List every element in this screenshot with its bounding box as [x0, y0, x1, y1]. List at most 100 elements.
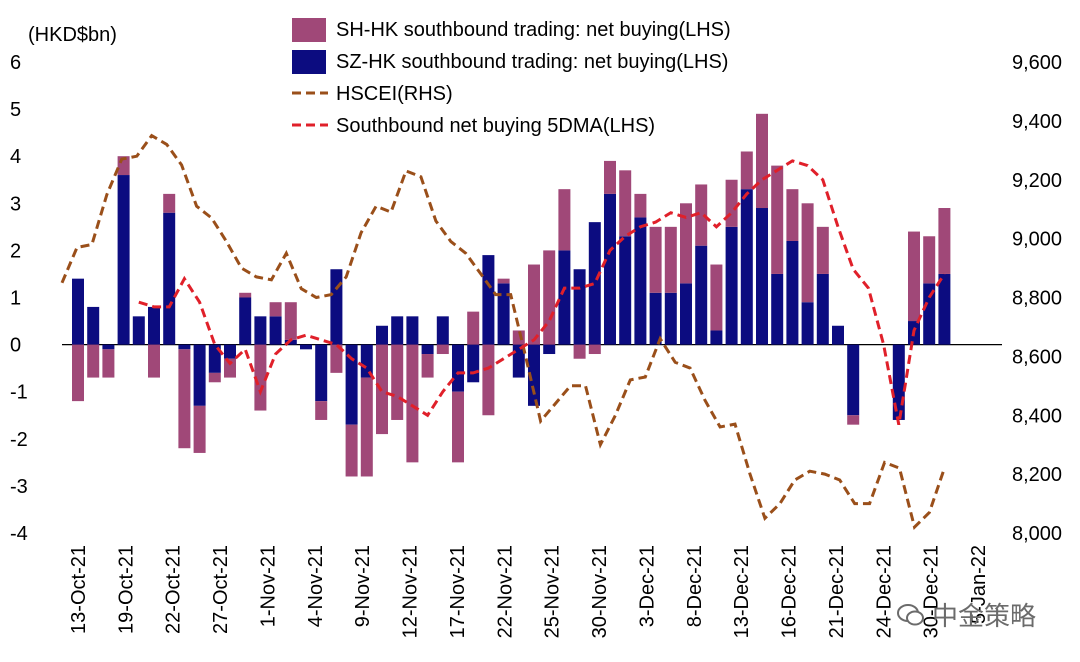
sh-bar [786, 189, 799, 241]
sh-bar [695, 184, 708, 246]
sz-bar [239, 297, 252, 345]
left-tick-label: 6 [10, 52, 21, 74]
sh-bar [710, 264, 723, 331]
sh-bar [345, 424, 358, 477]
sz-bar [178, 344, 191, 350]
left-tick-label: 5 [10, 99, 21, 121]
x-axis: 13-Oct-21 19-Oct-21 22-Oct-21 27-Oct-21 1-No… [68, 545, 990, 638]
sz-bar [634, 217, 647, 345]
sz-bar [847, 344, 860, 416]
x-tick-label: 5-Jan-22 [968, 545, 990, 624]
legend-label: Southbound net buying 5DMA(LHS) [336, 115, 655, 137]
sh-bar [208, 372, 221, 383]
x-tick-label: 3-Dec-21 [636, 545, 658, 627]
sz-bar [132, 316, 145, 345]
sz-bar [558, 250, 571, 345]
x-tick-label: 8-Dec-21 [684, 545, 706, 627]
right-tick-label: 8,400 [1012, 405, 1062, 427]
line-series [60, 133, 946, 531]
right-tick-label: 8,600 [1012, 346, 1062, 368]
sz-bar [163, 212, 176, 345]
x-tick-label: 22-Oct-21 [163, 545, 185, 634]
hscei-line [60, 133, 946, 531]
sz-bar [482, 255, 495, 345]
sh-bar [482, 344, 495, 416]
right-tick-label: 9,600 [1012, 52, 1062, 74]
sz-bar [740, 189, 753, 345]
right-tick-label: 9,000 [1012, 229, 1062, 251]
sz-bar [72, 278, 84, 345]
sh-bar [72, 344, 84, 402]
left-tick-label: -1 [10, 382, 28, 404]
sz-bar [269, 316, 282, 345]
sz-bar [467, 344, 480, 383]
x-tick-label: 25-Nov-21 [542, 545, 564, 638]
sh-bar [467, 311, 480, 345]
sz-bar [619, 236, 632, 345]
sh-bar [391, 344, 404, 420]
sz-bar [315, 344, 328, 402]
sz-bar [832, 325, 844, 345]
legend-label: SZ-HK southbound trading: net buying(LHS… [336, 51, 728, 73]
left-tick-label: 2 [10, 240, 21, 262]
left-tick-label: -3 [10, 476, 28, 498]
sz-bar [680, 283, 692, 345]
watermark: 中金策略 [896, 596, 1036, 633]
sh-bar [436, 344, 449, 355]
sh-bar [163, 193, 176, 213]
sz-bar [360, 344, 373, 378]
x-tick-label: 1-Nov-21 [257, 545, 279, 627]
sz-bar [923, 283, 936, 345]
sh-bar [908, 231, 920, 322]
sh-bar [573, 344, 586, 359]
sh-bar [254, 344, 267, 411]
sh-bar [497, 278, 510, 284]
sh-bar [847, 415, 860, 425]
sh-bar [360, 377, 373, 477]
x-tick-label: 27-Oct-21 [210, 545, 232, 634]
sz-bar [102, 344, 115, 350]
legend-swatch [292, 18, 326, 42]
x-tick-label: 17-Nov-21 [447, 545, 469, 638]
sz-bar [938, 273, 951, 345]
sh-bar [588, 344, 601, 355]
sz-bar [254, 316, 267, 345]
sz-bar [436, 316, 449, 345]
sz-bar [117, 175, 130, 345]
sz-bar [771, 273, 784, 345]
sh-bar [315, 401, 328, 420]
left-tick-label: -2 [10, 429, 28, 451]
sz-bar [284, 339, 297, 345]
sz-bar [148, 306, 160, 345]
sz-bar [193, 344, 206, 406]
x-tick-label: 19-Oct-21 [115, 545, 137, 634]
left-axis: 6 5 4 3 2 1 0 -1 -2 -3 -4 [10, 52, 28, 545]
sh-bar [649, 226, 662, 293]
sh-bar [421, 354, 434, 378]
sz-bar [376, 325, 388, 345]
x-tick-label: 22-Nov-21 [494, 545, 516, 638]
sh-bar [148, 344, 160, 378]
sh-bar [543, 250, 556, 345]
sh-bar [178, 349, 191, 449]
sz-bar [497, 283, 510, 345]
sh-bar [406, 344, 419, 463]
x-tick-label: 30-Nov-21 [589, 545, 611, 638]
sz-bar [725, 226, 738, 345]
right-tick-label: 8,000 [1012, 523, 1062, 545]
sh-bar [224, 358, 236, 378]
left-axis-label: (HKD$bn) [28, 24, 117, 46]
legend-label: HSCEI(RHS) [336, 83, 453, 105]
x-tick-label: 24-Dec-21 [873, 545, 895, 638]
watermark-text: 中金策略 [932, 602, 1037, 632]
x-tick-label: 9-Nov-21 [352, 545, 374, 627]
legend: SH-HK southbound trading: net buying(LHS… [292, 18, 731, 137]
sz-bar [87, 306, 100, 345]
right-tick-label: 9,400 [1012, 111, 1062, 133]
x-tick-label: 13-Oct-21 [68, 545, 90, 634]
sh-bar [801, 203, 814, 303]
x-tick-label: 30-Dec-21 [921, 545, 943, 638]
right-tick-label: 8,800 [1012, 288, 1062, 310]
sh-bar [680, 203, 692, 284]
